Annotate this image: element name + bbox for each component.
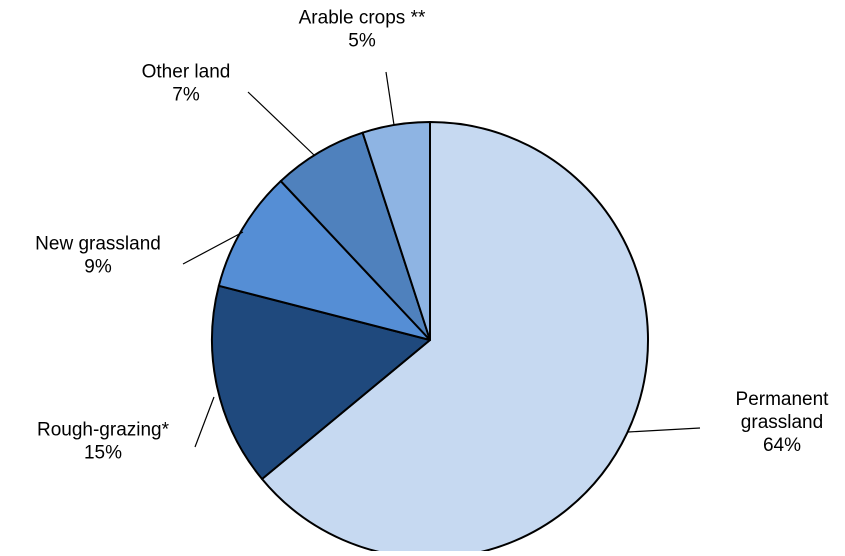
pie-slice-permanent-grassland: [261, 121, 649, 556]
leader-lines: [182, 71, 701, 448]
pie-slices: [211, 121, 649, 556]
slice-label-arable-crops: Arable crops ** 5%: [299, 8, 426, 52]
slice-percent-other-land: 7%: [172, 85, 200, 106]
slice-percent-arable-crops: 5%: [348, 31, 376, 52]
leader-line-new-grassland: [182, 231, 244, 265]
slice-label-new-grassland: New grassland 9%: [35, 234, 161, 278]
slice-label-permanent-grassland: Permanent grassland 64%: [736, 389, 830, 456]
leader-line-arable-crops: [385, 71, 395, 126]
slice-label-rough-grazing: Rough-grazing* 15%: [37, 420, 170, 464]
slice-category-permanent-grassland: grassland: [741, 412, 823, 433]
pie-slice-new-grassland: [217, 180, 431, 341]
slice-category-other-land: Other land: [142, 62, 231, 83]
slice-percent-permanent-grassland: 64%: [763, 435, 801, 456]
slice-labels: Permanent grassland 64% Rough-grazing* 15% Ne…: [35, 8, 829, 464]
leader-line-permanent-grassland: [627, 427, 701, 433]
leader-line-other-land: [247, 91, 315, 156]
slice-category-permanent-grassland: Permanent: [736, 389, 830, 410]
slice-category-rough-grazing: Rough-grazing*: [37, 420, 170, 441]
pie-slice-rough-grazing: [211, 284, 431, 480]
slice-category-new-grassland: New grassland: [35, 234, 161, 255]
slice-category-arable-crops: Arable crops **: [299, 8, 426, 29]
slice-percent-rough-grazing: 15%: [84, 443, 122, 464]
slice-percent-new-grassland: 9%: [84, 257, 112, 278]
slice-label-other-land: Other land 7%: [142, 62, 231, 106]
leader-line-rough-grazing: [194, 396, 215, 448]
pie-slice-arable-crops: [361, 121, 431, 341]
